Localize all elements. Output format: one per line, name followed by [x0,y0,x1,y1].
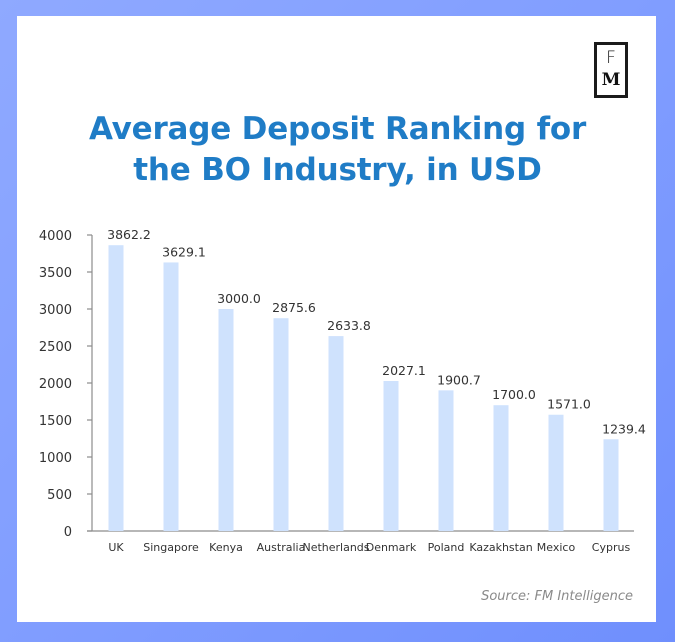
y-tick-label: 500 [47,488,72,503]
x-tick-label: Poland [428,541,465,554]
source-note: Source: FM Intelligence [481,589,633,604]
x-tick-label: Netherlands [302,541,369,554]
x-tick-label: Kazakhstan [469,541,532,554]
bar-kazakhstan [493,405,509,531]
y-tick-label: 3000 [39,303,72,318]
data-label: 1900.7 [437,372,481,387]
data-label: 3862.2 [107,227,151,242]
y-tick-label: 4000 [39,229,72,244]
y-tick-label: 0 [64,525,72,540]
chart-title-line-2: the BO Industry, in USD [133,152,542,188]
data-label: 3000.0 [217,291,261,306]
x-tick-label: Kenya [209,541,243,554]
x-tick-label: Mexico [537,541,576,554]
y-tick-label: 1500 [39,414,72,429]
bar-cyprus [603,439,619,531]
x-tick-label: Australia [257,541,306,554]
logo-letter-f: F [606,48,616,68]
y-tick-label: 3500 [39,266,72,281]
data-label: 1571.0 [547,397,591,412]
bar-singapore [163,262,179,531]
data-label: 2633.8 [327,318,371,333]
fm-logo: F M [594,42,628,98]
bar-uk [108,245,124,531]
bar-poland [438,390,454,531]
y-tick-label: 1000 [39,451,72,466]
data-label: 1700.0 [492,387,536,402]
x-tick-label: Singapore [143,541,199,554]
y-tick-label: 2500 [39,340,72,355]
chart-title-line-1: Average Deposit Ranking for [88,111,587,147]
bar-australia [273,318,289,531]
bar-netherlands [328,336,344,531]
x-tick-label: Cyprus [592,541,631,554]
bar-kenya [218,309,234,531]
x-tick-label: UK [108,541,124,554]
bar-mexico [548,414,564,531]
data-label: 2875.6 [272,300,316,315]
x-tick-label: Denmark [366,541,417,554]
bar-denmark [383,380,399,531]
logo-letter-m: M [601,70,621,90]
data-label: 2027.1 [382,363,426,378]
y-tick-label: 2000 [39,377,72,392]
data-label: 3629.1 [162,244,206,259]
data-label: 1239.4 [602,421,646,436]
